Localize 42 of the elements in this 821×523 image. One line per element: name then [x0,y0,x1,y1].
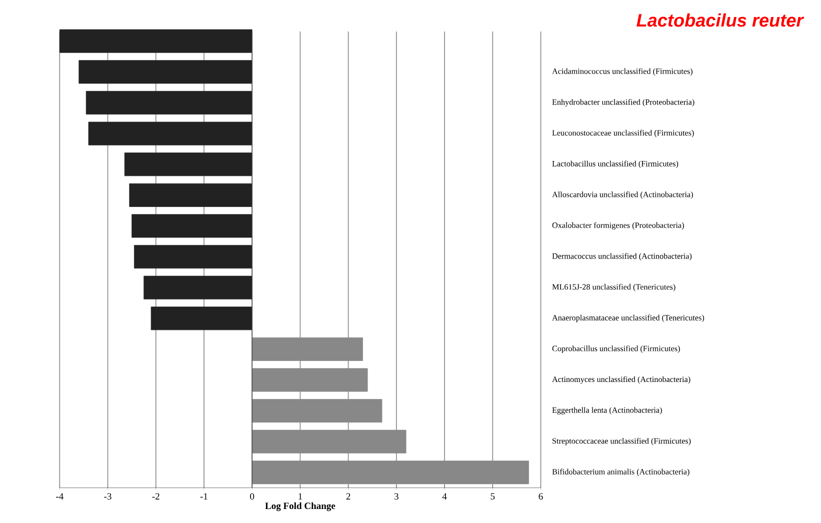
y-tick-label: Leuconostocaceae unclassified (Firmicutes) [552,130,694,138]
x-tick-label: -1 [200,493,208,500]
bar [124,152,252,176]
x-tick-label: 5 [490,493,495,500]
y-tick-label: Acidaminococcus unclassified (Firmicutes) [552,68,692,76]
bar [252,337,363,361]
bar [144,276,252,300]
y-tick-label: ML615J-28 unclassified (Tenericutes) [552,284,676,292]
x-tick-label: 3 [394,493,398,500]
y-tick-label: Dermacoccus unclassified (Actinobacteria) [552,252,692,260]
y-tick-label: Eggerthella lenta (Actinobacteria) [552,407,662,414]
y-tick-label: Enhydrobacter unclassified (Proteobacteria) [552,98,694,106]
y-tick-label: Actinomyces unclassified (Actinobacteria) [552,376,690,384]
x-tick-label: -4 [56,493,64,500]
bar [252,398,382,422]
x-axis-title: Log Fold Change [265,502,336,511]
x-tick-label: -2 [152,493,160,500]
text: Lactobacilus reuter [636,13,804,27]
y-tick-label: Streptococcaceae unclassified (Firmicutes) [552,438,691,446]
y-tick-label: Alloscardovia unclassified (Actinobacteria) [552,191,693,199]
y-tick-label: Oxalobacter formigenes (Proteobacteria) [552,222,684,230]
bar [252,460,529,484]
x-tick-label: 6 [538,493,543,500]
y-tick-label: Bifidobacterium animalis (Actinobacteria) [552,468,690,476]
x-tick-label: 4 [442,493,447,500]
x-tick-label: 2 [346,493,350,500]
y-tick-label: Anaeroplasmataceae unclassified (Tenericutes) [552,314,704,322]
x-tick-label: -3 [104,493,112,500]
bar [150,306,252,330]
bar [134,244,252,268]
y-tick-label: Coprobacillus unclassified (Firmicutes) [552,345,680,353]
y-tick-label: Lactobacillus unclassified (Firmicutes) [552,160,678,168]
x-tick-label: 0 [250,493,254,500]
bar [252,368,368,392]
bar [86,90,252,114]
bar [59,29,252,53]
bar [132,214,252,238]
x-tick-label: 1 [298,493,302,500]
bar [129,183,252,207]
bar [252,430,406,454]
bar [88,122,252,146]
bar [78,60,252,84]
